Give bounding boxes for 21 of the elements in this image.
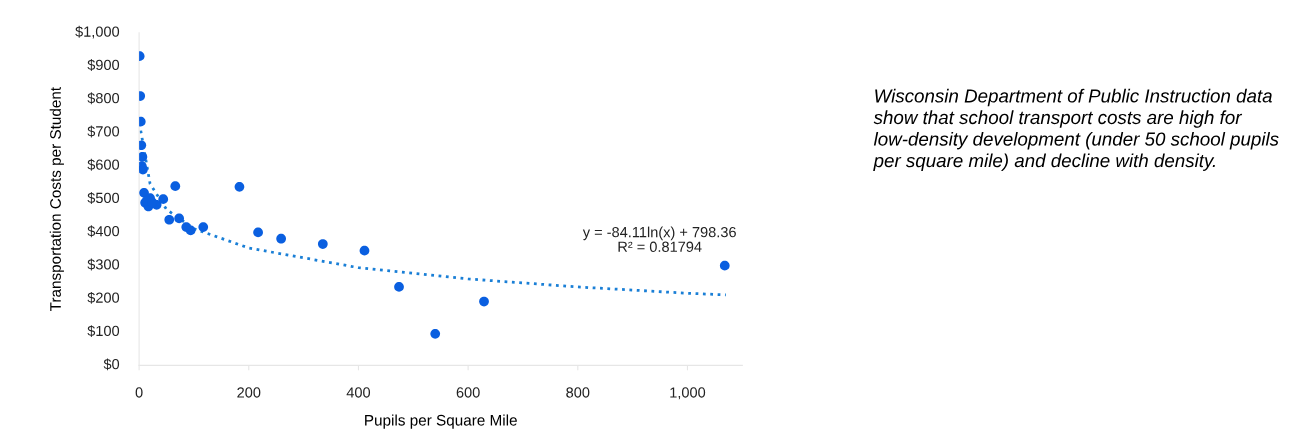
y-tick-label: $500: [87, 192, 120, 204]
annotation: y = -84.11ln(x) + 798.36 R² = 0.81794: [582, 226, 736, 252]
x-tick-label: 800: [566, 387, 590, 398]
y-tick-label: $200: [87, 291, 120, 304]
y-tick-label: $0: [103, 358, 120, 371]
y-axis-title: Transportation Costs per Student: [49, 87, 64, 312]
y-tick-label: $1,000: [75, 25, 120, 39]
y-tick-label: $100: [87, 325, 120, 337]
y-tick-label: $800: [87, 92, 120, 105]
y-tick-label: $900: [87, 59, 120, 71]
y-tick-label: $300: [87, 258, 120, 271]
x-tick-label: 600: [456, 387, 480, 398]
x-tick-label: 400: [346, 387, 371, 398]
x-tick-label: 0: [135, 387, 143, 398]
text: Wisconsin Department of Public Instruction data show that school transport costs are high for low-density development (under 50 school pupils per square mile) and decline with density.: [873, 88, 1279, 171]
x-tick-label: 1,000: [670, 387, 706, 400]
y-tick-label: $600: [87, 158, 120, 171]
y-tick-label: $400: [87, 225, 120, 238]
y-tick-label: $700: [87, 125, 120, 138]
x-axis-title: Pupils per Square Mile: [365, 414, 517, 429]
x-tick-label: 200: [237, 387, 261, 398]
